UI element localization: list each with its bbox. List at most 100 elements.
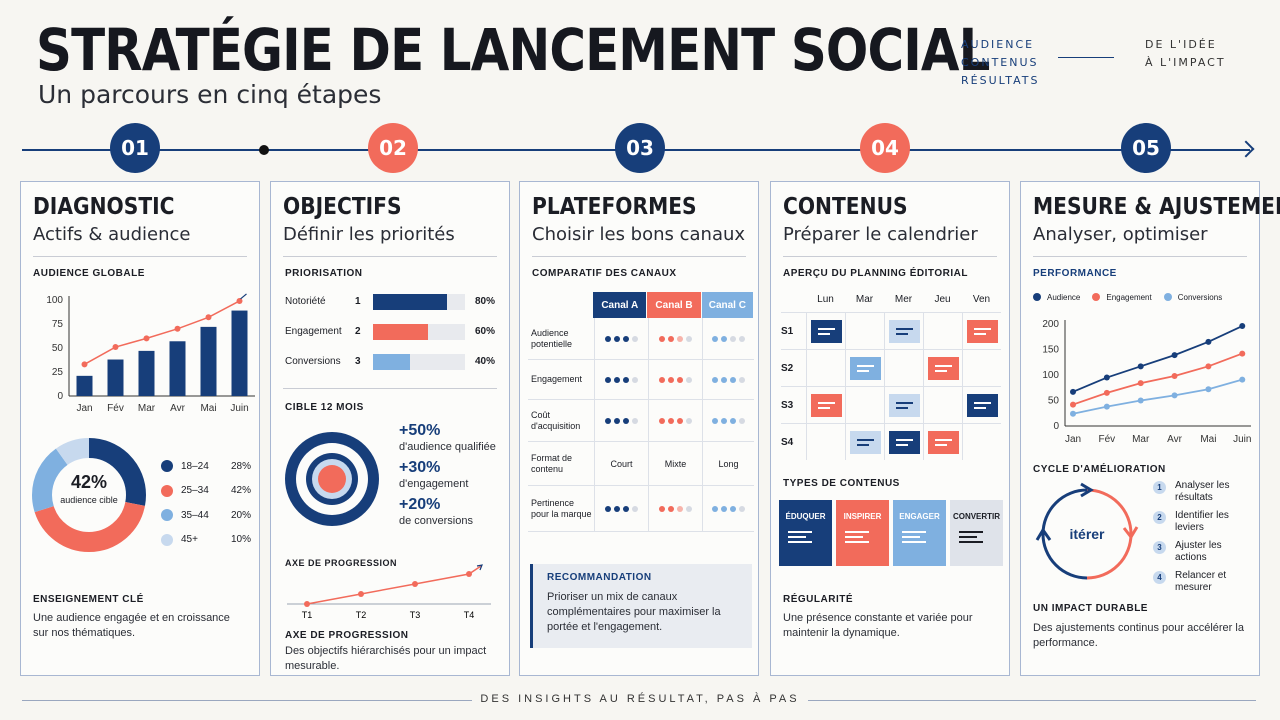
content-type-line <box>788 536 806 538</box>
step-label: Relancer et mesurer <box>1175 570 1227 593</box>
cycle-arrows-icon <box>1035 482 1139 580</box>
insight-text: Une audience engagée et en croissance su… <box>33 612 230 639</box>
priority-label: Engagement <box>285 326 342 337</box>
rating-dot <box>721 417 727 424</box>
post-line <box>934 364 952 367</box>
legend-item: Conversions <box>1163 293 1222 302</box>
content-type-label: CONVERTIR <box>952 512 1001 521</box>
recommendation-box: RECOMMANDATION Prioriser un mix de canau… <box>530 564 752 648</box>
arrow-icon <box>240 293 247 300</box>
legend-item: 45+ 10% <box>161 528 251 553</box>
planning-cell <box>806 424 845 460</box>
priority-label: Conversions <box>285 356 341 367</box>
target-label: d'engagement <box>399 478 469 490</box>
cycle-step: 4 Relancer et mesurer <box>1153 570 1253 600</box>
card-plateformes: PLATEFORMES Choisir les bons canaux COMP… <box>519 181 759 676</box>
table-header: Canal A Canal B Canal C <box>528 292 754 318</box>
table-cell <box>594 486 648 531</box>
rating-dot <box>668 417 674 424</box>
y-tick-label: 50 <box>1048 396 1060 407</box>
card-objectifs: OBJECTIFS Définir les priorités PRIORISA… <box>270 181 510 676</box>
step-number: 3 <box>1153 541 1166 554</box>
header-divider <box>1058 57 1114 58</box>
post-card-icon <box>810 393 842 417</box>
series-line <box>1072 378 1243 415</box>
rating-dot <box>739 376 745 383</box>
content-type-card: INSPIRER <box>836 500 889 566</box>
target-item: +50% d'audience qualifiée <box>399 422 504 454</box>
content-type-label: ENGAGER <box>899 512 940 521</box>
content-type-label: INSPIRER <box>843 512 882 521</box>
legend-swatch <box>1092 293 1101 301</box>
priority-rank: 2 <box>355 326 361 337</box>
y-tick-label: 150 <box>1042 345 1059 356</box>
trend-point <box>174 325 181 332</box>
post-line <box>817 327 835 330</box>
rating-dot <box>605 376 611 383</box>
donut-legend: 18–24 28% 25–34 42% 35–44 20% 45+ 10% <box>161 454 251 552</box>
table-corner <box>528 292 593 318</box>
header-tags-right: DE L'IDÉE À L'IMPACT <box>1145 36 1226 72</box>
step-badge-3: 03 <box>615 123 665 173</box>
cycle-steps: 1 Analyser les résultats 2 Identifier les l… <box>1153 480 1253 600</box>
bar <box>200 326 217 396</box>
series-point <box>1103 403 1110 410</box>
post-line <box>856 364 874 367</box>
rating-dot <box>712 376 718 383</box>
post-line <box>934 369 947 372</box>
rating-dot <box>659 376 665 383</box>
target-value: +30% <box>399 459 441 476</box>
section-title: COMPARATIF DES CANAUX <box>532 268 677 279</box>
donut-center-label: audience cible <box>60 495 118 505</box>
trend-point <box>143 335 150 342</box>
x-tick-label: Juin <box>230 403 248 414</box>
post-line <box>973 332 986 335</box>
legend-label: 18–24 <box>181 460 209 472</box>
planning-cell <box>962 313 1001 349</box>
legend-value: 28% <box>230 460 251 472</box>
footer-tagline: DES INSIGHTS AU RÉSULTAT, PAS À PAS <box>480 693 800 705</box>
legend-value: 10% <box>230 534 251 546</box>
priority-label: Notoriété <box>285 296 326 307</box>
legend-value: 20% <box>230 509 251 521</box>
post-line <box>895 443 908 446</box>
series-point <box>1137 363 1144 370</box>
priority-rank: 1 <box>355 296 361 307</box>
rating-dot <box>614 376 620 383</box>
legend-label: 45+ <box>181 534 198 546</box>
footer-divider-right <box>808 700 1256 701</box>
content-type-line <box>788 531 812 533</box>
section-title: RÉGULARITÉ <box>783 594 853 605</box>
post-line <box>856 443 869 446</box>
legend-item: 35–44 20% <box>161 503 251 528</box>
x-tick-label: Fév <box>107 403 124 414</box>
step-number: 1 <box>1153 481 1166 494</box>
content-type-line <box>959 541 983 543</box>
series-point <box>1103 389 1110 396</box>
post-card-icon <box>966 393 998 417</box>
planning-cell <box>923 424 962 460</box>
card-contenus: CONTENUS Préparer le calendrier APERÇU D… <box>770 181 1010 676</box>
donut-slice <box>32 438 146 552</box>
post-line <box>817 332 830 335</box>
target-value: +50% <box>399 422 441 439</box>
card-title: CONTENUS <box>783 194 908 220</box>
divider <box>1033 256 1247 257</box>
post-card-icon <box>888 319 920 343</box>
post-card-icon <box>888 393 920 417</box>
rating-dot <box>632 376 638 383</box>
rating-dot <box>721 505 727 512</box>
page-title: STRATÉGIE DE LANCEMENT SOCIAL <box>36 16 990 84</box>
day-label: Ven <box>972 294 991 305</box>
card-diagnostic: DIAGNOSTIC Actifs & audience AUDIENCE GL… <box>20 181 260 676</box>
row-label: Engagement <box>531 374 583 384</box>
table-cell <box>702 486 754 531</box>
priority-bar-fill <box>373 294 447 310</box>
bar <box>76 375 93 396</box>
trend-line <box>84 300 240 365</box>
series-point <box>1205 338 1212 345</box>
bar <box>138 350 155 396</box>
legend-swatch <box>161 460 173 473</box>
rating-dot <box>623 376 629 383</box>
step-badge-4: 04 <box>860 123 910 173</box>
